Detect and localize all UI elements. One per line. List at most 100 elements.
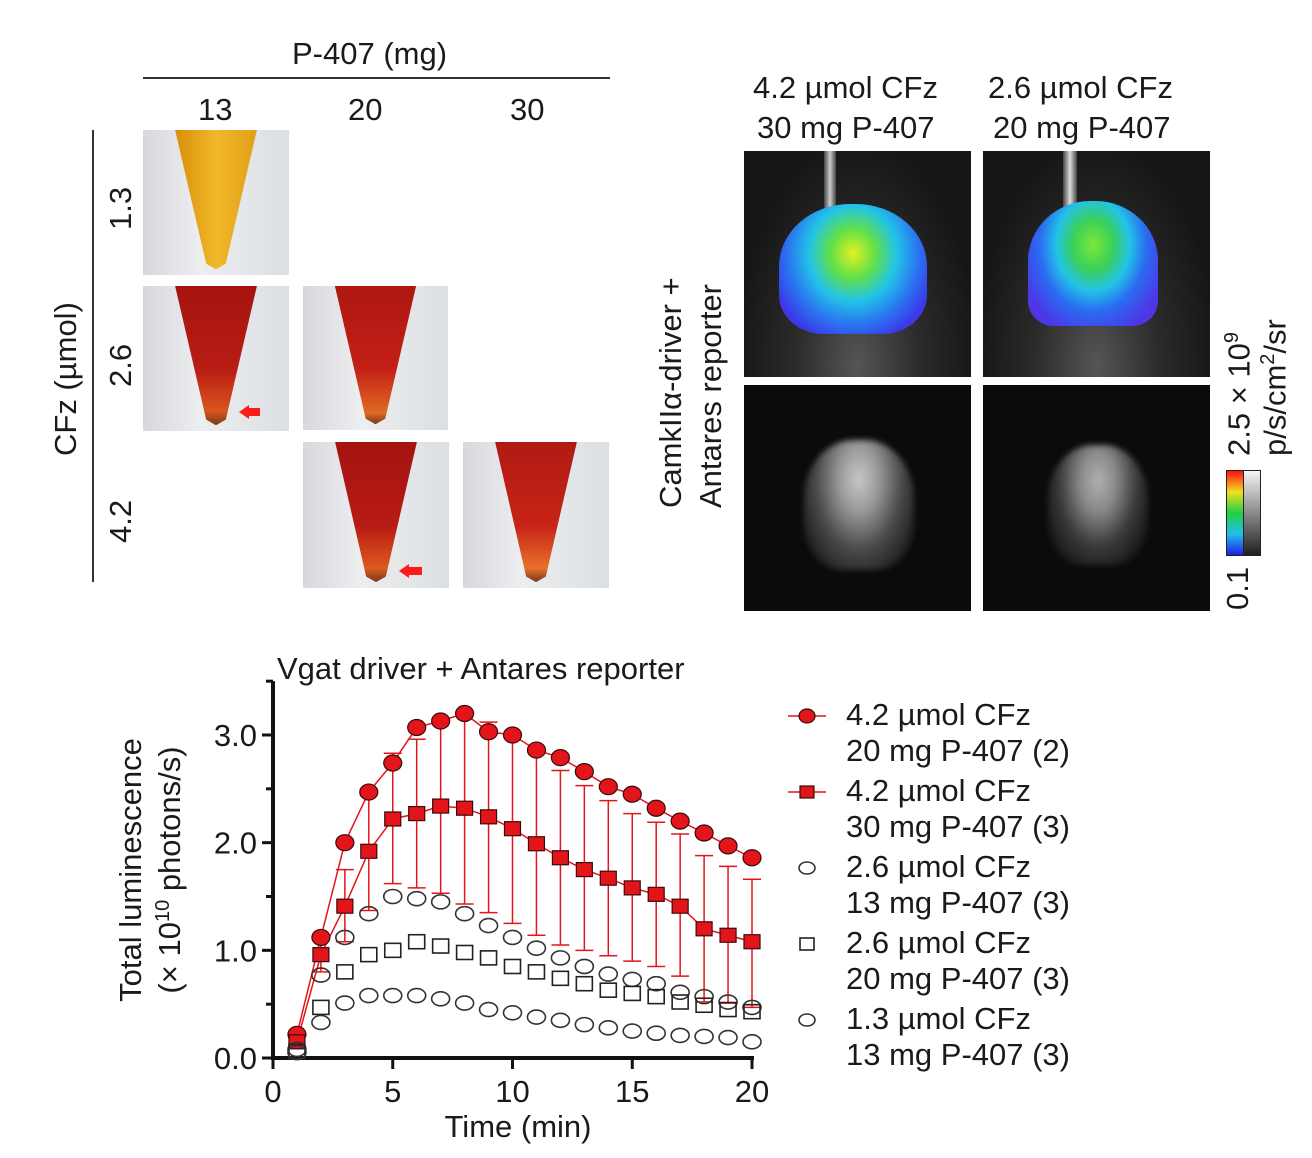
data-point-series-4	[430, 990, 451, 1007]
data-point-series-2	[526, 940, 547, 956]
data-point-series-2	[574, 958, 595, 975]
data-point-series-1	[360, 843, 378, 859]
data-point-series-4	[574, 1016, 595, 1033]
data-point-series-4	[406, 987, 427, 1004]
data-point-series-1	[384, 811, 402, 827]
legend-label-line2: 20 mg P-407 (3)	[846, 961, 1070, 996]
data-point-series-0	[574, 763, 594, 781]
data-point-series-3	[503, 958, 522, 975]
data-point-series-1	[336, 898, 354, 914]
y-tick-label: 0.0	[214, 1041, 257, 1076]
data-point-series-0	[694, 824, 714, 842]
x-axis-label: Time (min)	[445, 1109, 592, 1144]
data-point-series-2	[478, 917, 499, 934]
data-point-series-2	[694, 988, 714, 1005]
red-arrow-shaft	[248, 408, 260, 416]
legend-label-line2: 13 mg P-407 (3)	[846, 885, 1070, 920]
data-point-series-4	[694, 1028, 714, 1045]
y-tick-label: 1.0	[214, 933, 257, 968]
data-point-series-2	[670, 984, 690, 1001]
data-point-series-4	[622, 1023, 643, 1039]
data-point-series-2	[335, 929, 355, 946]
data-point-series-0	[550, 749, 571, 767]
x-tick-label: 5	[384, 1074, 401, 1109]
legend-marker-1	[799, 785, 815, 799]
x-tick-label: 10	[495, 1074, 529, 1109]
data-point-series-2	[502, 929, 523, 946]
overlay-image-2-6-20	[983, 151, 1210, 377]
column-title-2-line2: 20 mg P-407	[993, 110, 1171, 145]
data-point-series-0	[359, 783, 379, 801]
red-arrow-icon	[399, 564, 409, 578]
data-point-series-0	[383, 754, 403, 772]
colorbar-grayscale	[1243, 470, 1261, 556]
legend-label-line1: 4.2 µmol CFz	[846, 697, 1031, 732]
y-tick-label: 3.0	[214, 718, 257, 753]
data-point-series-4	[382, 987, 403, 1004]
data-point-series-1	[671, 898, 689, 914]
data-point-series-1	[527, 836, 546, 852]
legend-marker-3	[799, 937, 815, 951]
y-axis-label-line2: (× 1010 photons/s)	[152, 746, 187, 993]
data-point-series-0	[670, 812, 690, 830]
data-point-series-1	[551, 850, 570, 866]
data-point-series-0	[526, 741, 547, 759]
data-point-series-2	[287, 1041, 307, 1058]
legend-label-line1: 4.2 µmol CFz	[846, 773, 1031, 808]
grayscale-image-4-2-30	[744, 385, 971, 611]
data-point-series-2	[406, 890, 427, 907]
data-point-series-2	[646, 975, 667, 992]
data-point-series-3	[647, 988, 666, 1005]
data-point-series-3	[719, 1001, 737, 1018]
series-markers	[287, 704, 762, 1061]
data-point-series-1	[695, 921, 713, 937]
data-point-series-3	[407, 933, 426, 950]
x-tick-label: 15	[615, 1074, 649, 1109]
data-point-series-1	[719, 927, 737, 943]
data-point-series-4	[646, 1025, 667, 1042]
data-point-series-1	[408, 805, 426, 822]
column-title-1-line1: 4.2 µmol CFz	[753, 70, 938, 105]
data-point-series-4	[287, 1044, 307, 1061]
data-point-series-1	[575, 861, 593, 878]
data-point-series-3	[743, 1003, 761, 1020]
tube-photo-2-6-20	[303, 286, 448, 430]
tube-photo-1-3-13	[143, 130, 289, 275]
series-lines	[296, 712, 753, 1043]
data-point-series-4	[526, 1009, 547, 1025]
legend-marker-0	[798, 708, 816, 724]
column-title-1-line2: 30 mg P-407	[757, 110, 935, 145]
data-point-series-3	[455, 944, 474, 961]
data-point-series-4	[598, 1020, 619, 1036]
data-point-series-2	[550, 950, 571, 966]
data-point-series-3	[288, 1043, 306, 1060]
legend-label-line1: 2.6 µmol CFz	[846, 925, 1031, 960]
data-point-series-4	[358, 987, 379, 1004]
data-point-series-2	[742, 999, 762, 1016]
data-point-series-0	[742, 849, 762, 867]
data-point-series-0	[431, 712, 451, 730]
data-point-series-3	[623, 985, 642, 1002]
data-point-series-1	[623, 880, 641, 896]
legend-label-line2: 20 mg P-407 (2)	[846, 733, 1070, 768]
data-point-series-0	[502, 726, 523, 744]
data-point-series-3	[359, 946, 378, 963]
legend-label-line1: 1.3 µmol CFz	[846, 1001, 1031, 1036]
data-point-series-3	[671, 994, 689, 1010]
series-line-1	[296, 805, 753, 1043]
data-point-series-1	[599, 870, 617, 886]
legend-label-line1: 2.6 µmol CFz	[846, 849, 1031, 884]
data-point-series-0	[622, 785, 642, 803]
data-point-series-0	[598, 778, 618, 796]
legend-marker-2	[798, 861, 816, 875]
data-point-series-4	[454, 995, 475, 1011]
data-point-series-4	[335, 995, 355, 1011]
column-label-20: 20	[348, 92, 383, 127]
data-point-series-0	[455, 704, 475, 723]
legend-label-line2: 13 mg P-407 (3)	[846, 1037, 1070, 1072]
data-point-series-3	[383, 942, 402, 959]
data-point-series-4	[478, 1001, 499, 1018]
tube-photo-4-2-30	[463, 442, 609, 588]
column-label-30: 30	[510, 92, 545, 127]
